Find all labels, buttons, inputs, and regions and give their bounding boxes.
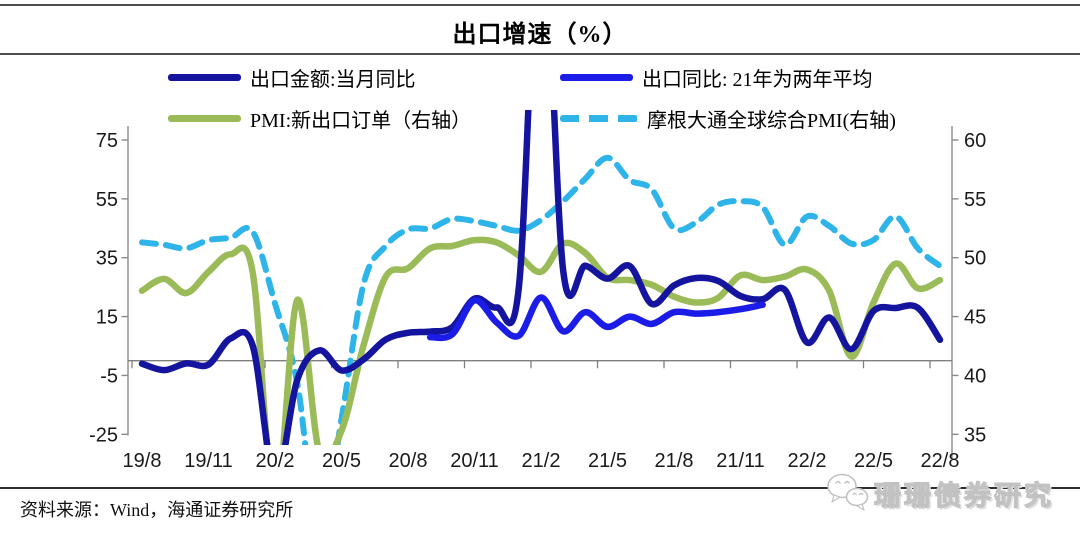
legend-label: 摩根大通全球综合PMI(右轴) xyxy=(647,110,896,132)
legend-label: PMI:新出口订单（右轴） xyxy=(250,110,472,132)
title-divider-rule xyxy=(0,53,1080,55)
export-2yr-avg-swatch xyxy=(560,74,633,81)
legend-item-jpm-global-pmi: 摩根大通全球综合PMI(右轴) xyxy=(560,103,968,134)
series-line-export-2yr-avg xyxy=(426,294,766,342)
right-axis-tick-label: 60 xyxy=(964,130,986,152)
right-axis-tick-label: 40 xyxy=(964,365,986,387)
x-axis-tick-label: 20/2 xyxy=(256,450,295,472)
right-axis-tick-label: 35 xyxy=(964,424,986,446)
watermark-text: 珊珊债券研究 xyxy=(873,480,1054,511)
x-axis-tick-label: 20/8 xyxy=(389,450,428,472)
x-axis-tick-label: 21/2 xyxy=(522,450,561,472)
legend-label: 出口金额:当月同比 xyxy=(250,69,416,91)
x-axis-tick-label: 20/5 xyxy=(322,450,361,472)
left-axis-tick-label: -5 xyxy=(100,365,118,387)
x-axis-tick-label: 22/8 xyxy=(921,450,960,472)
x-axis-tick-label: 21/11 xyxy=(716,450,765,472)
series-line-jpm-global-pmi xyxy=(139,154,943,445)
x-axis-tick-label: 19/11 xyxy=(184,450,233,472)
footer-rule xyxy=(0,487,1080,489)
left-axis-tick-label: 55 xyxy=(96,189,118,211)
x-axis-tick-label: 22/2 xyxy=(788,450,827,472)
jpm-global-pmi-swatch xyxy=(560,115,638,122)
top-rule xyxy=(0,4,1080,6)
series-line-export-yoy xyxy=(138,110,944,445)
left-axis-tick-label: -25 xyxy=(89,424,118,446)
legend-label: 出口同比: 21年为两年平均 xyxy=(642,69,873,91)
watermark: 珊珊债券研究 xyxy=(826,472,1054,514)
left-axis-tick-label: 75 xyxy=(96,130,118,152)
legend-item-export-2yr-avg: 出口同比: 21年为两年平均 xyxy=(560,62,968,93)
x-axis-tick-label: 19/8 xyxy=(123,450,162,472)
left-axis-tick-label: 15 xyxy=(96,307,118,329)
x-axis-tick-label: 21/5 xyxy=(588,450,627,472)
legend-item-export-yoy: 出口金额:当月同比 xyxy=(168,62,560,93)
export-yoy-swatch xyxy=(168,74,241,81)
x-axis-tick-label: 20/11 xyxy=(450,450,499,472)
x-axis-tick-label: 22/5 xyxy=(854,450,893,472)
x-axis-tick-label: 21/8 xyxy=(655,450,694,472)
legend-item-pmi-new-orders: PMI:新出口订单（右轴） xyxy=(168,103,560,134)
series-line-pmi-new-orders xyxy=(138,236,944,445)
page-title: 出口增速（%） xyxy=(452,22,628,48)
source-note: 资料来源：Wind，海通证券研究所 xyxy=(20,500,294,520)
right-axis-tick-label: 50 xyxy=(964,248,986,270)
wechat-icon xyxy=(827,473,869,511)
right-axis-tick-label: 55 xyxy=(964,189,986,211)
left-axis-tick-label: 35 xyxy=(96,248,118,270)
pmi-new-orders-swatch xyxy=(168,115,241,122)
right-axis-tick-label: 45 xyxy=(964,307,986,329)
legend: 出口金额:当月同比 出口同比: 21年为两年平均 PMI:新出口订单（右轴） 摩根大通… xyxy=(168,62,968,134)
